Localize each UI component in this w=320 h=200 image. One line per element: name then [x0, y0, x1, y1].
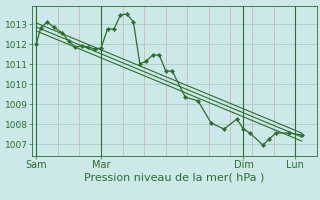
- X-axis label: Pression niveau de la mer( hPa ): Pression niveau de la mer( hPa ): [84, 173, 265, 183]
